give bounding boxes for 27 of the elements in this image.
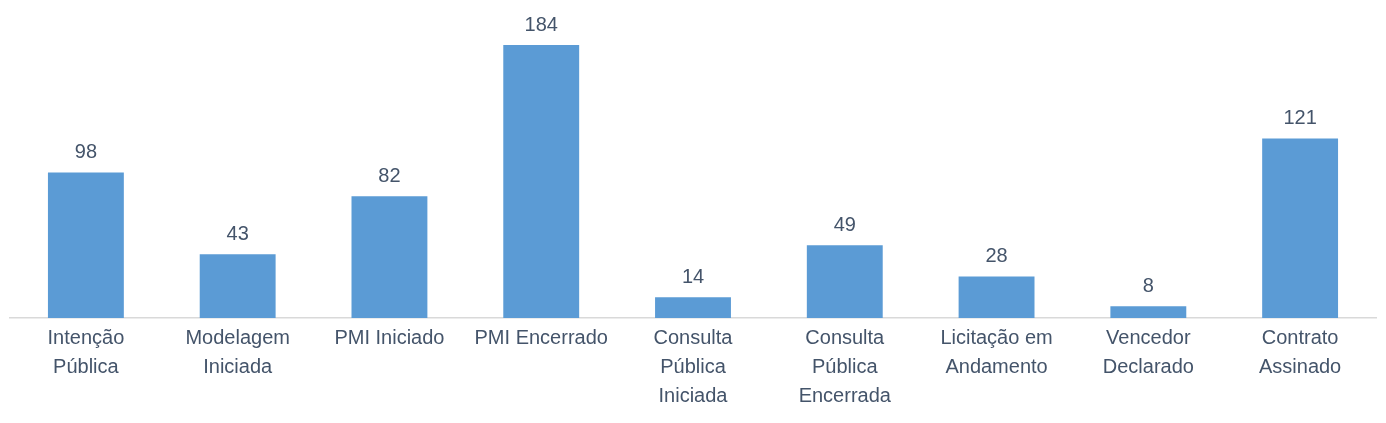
data-label: 49 (833, 212, 856, 235)
data-label: 43 (226, 221, 249, 244)
bar (47, 172, 124, 318)
data-label: 184 (524, 12, 558, 35)
data-label: 121 (1283, 105, 1317, 128)
bar (1262, 138, 1339, 318)
bar (958, 276, 1035, 318)
bar (655, 297, 731, 318)
bar (199, 254, 276, 318)
x-tick-label: Consulta Pública Encerrada (798, 326, 892, 407)
bar (1110, 306, 1187, 318)
x-tick-label: Licitação em Andamento (940, 326, 1053, 378)
x-tick-label: PMI Encerrado (474, 326, 608, 349)
data-label: 8 (1142, 273, 1154, 296)
x-tick-label: Contrato Assinado (1258, 326, 1342, 378)
x-tick-label: Modelagem Iniciada (185, 326, 290, 378)
bar (351, 196, 428, 318)
bar (806, 245, 883, 318)
x-tick-label: Consulta Pública Iniciada (653, 326, 734, 407)
data-label: 28 (985, 243, 1008, 266)
x-tick-label: PMI Iniciado (334, 326, 445, 349)
x-tick-label: Intenção Pública (47, 326, 125, 378)
data-label: 14 (681, 264, 705, 287)
bar (503, 45, 580, 318)
x-tick-label: Vencedor Declarado (1102, 326, 1194, 378)
data-label: 98 (74, 140, 98, 163)
data-label: 82 (378, 163, 401, 186)
